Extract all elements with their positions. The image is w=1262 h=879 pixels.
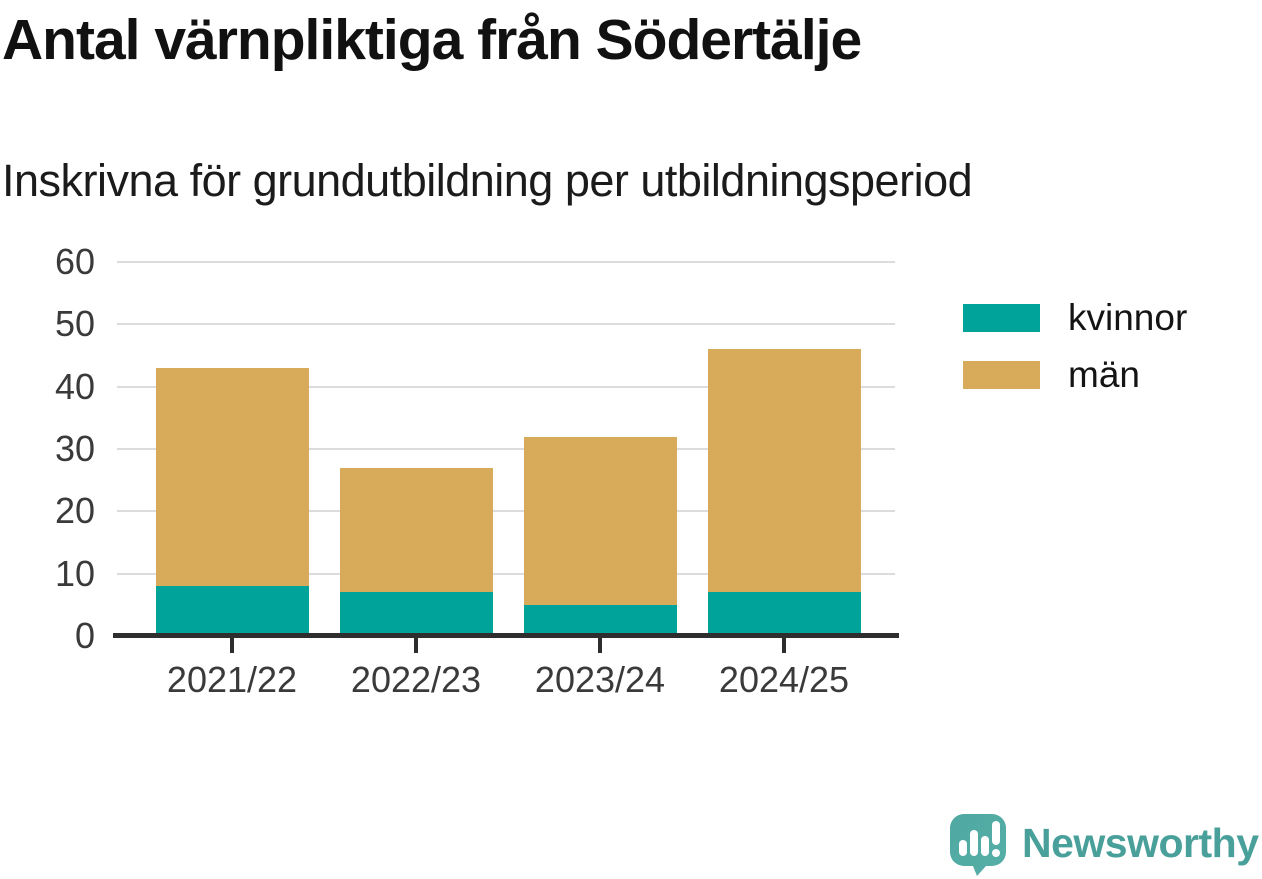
legend: kvinnor män xyxy=(963,289,1187,403)
y-axis-tick-label: 30 xyxy=(54,428,95,469)
legend-label-man: män xyxy=(1068,353,1140,395)
x-axis-tick xyxy=(782,637,786,653)
newsworthy-branding: Newsworthy xyxy=(946,810,1259,876)
gridline-10 xyxy=(117,572,895,575)
bar-2024/25-kvinnor xyxy=(707,592,861,636)
legend-item-man: män xyxy=(963,346,1187,403)
newsworthy-logo-icon xyxy=(950,814,1006,876)
x-axis-tick-label: 2024/25 xyxy=(718,659,850,700)
y-axis-tick-label: 40 xyxy=(54,365,95,407)
x-axis-tick xyxy=(414,637,418,653)
bar-2022/23-män xyxy=(339,467,493,593)
bar-2023/24-män xyxy=(523,436,677,605)
legend-swatch-man xyxy=(963,360,1040,389)
gridline-30 xyxy=(117,448,895,450)
bar-2021/22-män xyxy=(155,367,309,587)
gridline-50 xyxy=(117,323,895,326)
x-axis-tick-label: 2023/24 xyxy=(534,659,666,700)
bar-2021/22-kvinnor xyxy=(155,586,309,636)
y-axis-tick-label: 10 xyxy=(54,552,95,594)
x-axis-tick xyxy=(598,637,602,653)
bar-2023/24-kvinnor xyxy=(523,604,677,636)
chart-title: Antal värnpliktiga från Södertälje xyxy=(2,8,862,72)
gridline-40 xyxy=(117,385,895,388)
x-axis-tick-label: 2022/23 xyxy=(350,659,482,700)
newsworthy-logo-text: Newsworthy xyxy=(1022,819,1259,866)
chart-subtitle: Inskrivna för grundutbildning per utbild… xyxy=(2,155,973,206)
x-axis-line xyxy=(113,633,899,638)
x-axis-tick xyxy=(230,637,234,653)
y-axis-tick-label: 20 xyxy=(54,490,95,532)
gridline-60 xyxy=(117,261,895,263)
bar-2022/23-kvinnor xyxy=(339,592,493,636)
y-axis-tick-label: 60 xyxy=(54,241,95,282)
y-axis-tick-label: 0 xyxy=(74,615,95,656)
legend-item-kvinnor: kvinnor xyxy=(963,289,1187,346)
bar-2024/25-män xyxy=(707,349,861,593)
x-axis-tick-label: 2021/22 xyxy=(166,659,298,700)
legend-swatch-kvinnor xyxy=(963,303,1040,332)
y-axis-tick-label: 50 xyxy=(54,303,95,345)
legend-label-kvinnor: kvinnor xyxy=(1068,296,1188,338)
gridline-20 xyxy=(117,510,895,513)
